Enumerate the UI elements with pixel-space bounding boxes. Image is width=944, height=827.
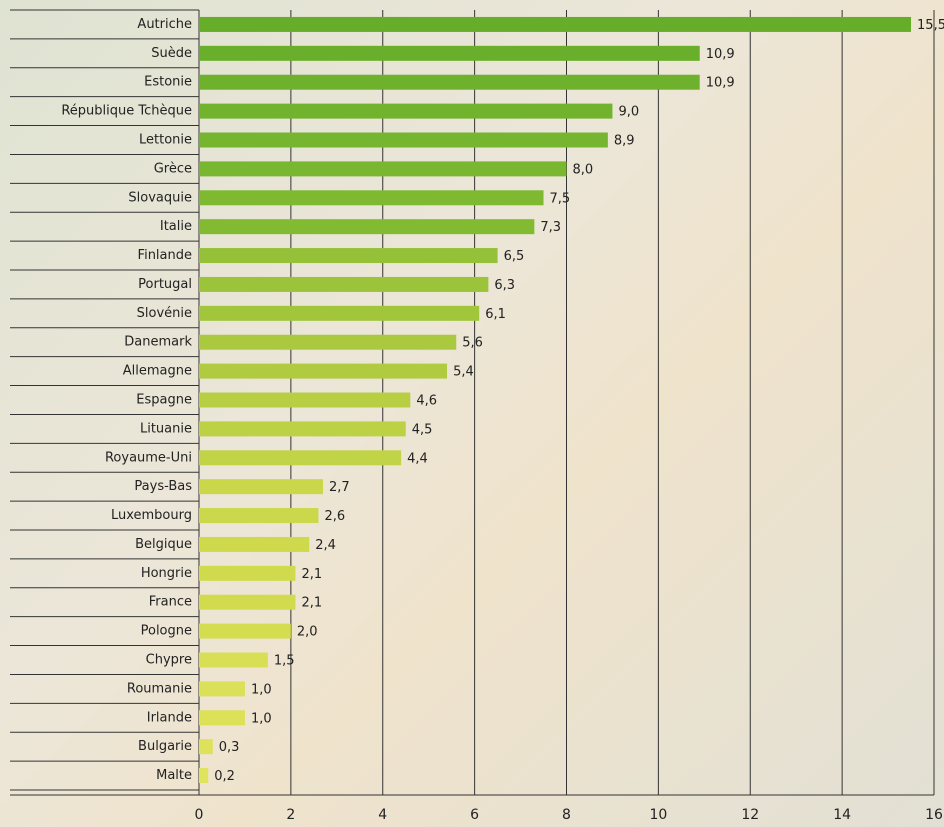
category-label: France bbox=[149, 595, 192, 610]
value-label: 1,5 bbox=[274, 654, 295, 669]
bar bbox=[199, 594, 296, 610]
value-label: 6,1 bbox=[485, 307, 506, 322]
x-tick-label: 14 bbox=[833, 807, 851, 823]
category-label: Slovénie bbox=[137, 306, 192, 321]
bar bbox=[199, 623, 291, 639]
value-label: 2,0 bbox=[297, 625, 318, 640]
category-label: Suède bbox=[151, 46, 192, 61]
category-label: Pologne bbox=[141, 624, 192, 639]
bar bbox=[199, 45, 700, 61]
bar bbox=[199, 276, 489, 292]
category-label: Danemark bbox=[124, 335, 192, 350]
value-label: 4,6 bbox=[416, 394, 437, 409]
category-label: Irlande bbox=[147, 710, 192, 725]
value-label: 6,5 bbox=[504, 249, 525, 264]
category-label: République Tchèque bbox=[61, 104, 192, 119]
category-label: Finlande bbox=[138, 248, 192, 263]
value-label: 7,3 bbox=[540, 220, 561, 235]
value-label: 2,1 bbox=[301, 567, 322, 582]
value-label: 10,9 bbox=[706, 47, 735, 62]
category-label: Malte bbox=[156, 768, 192, 783]
category-label: Bulgarie bbox=[138, 739, 192, 754]
value-label: 4,5 bbox=[412, 422, 433, 437]
bar bbox=[199, 363, 448, 379]
value-label: 5,4 bbox=[453, 365, 474, 380]
bar bbox=[199, 536, 310, 552]
x-tick-label: 0 bbox=[195, 807, 204, 823]
category-label: Royaume-Uni bbox=[105, 450, 192, 465]
category-label: Lituanie bbox=[140, 421, 192, 436]
value-label: 2,4 bbox=[315, 538, 336, 553]
x-tick-label: 6 bbox=[470, 807, 479, 823]
value-label: 9,0 bbox=[618, 105, 639, 120]
bar bbox=[199, 479, 324, 495]
category-label: Slovaquie bbox=[128, 190, 192, 205]
x-tick-label: 16 bbox=[925, 807, 943, 823]
bar bbox=[199, 739, 213, 755]
bar bbox=[199, 219, 535, 235]
category-label: Hongrie bbox=[141, 566, 192, 581]
category-label: Autriche bbox=[137, 17, 192, 32]
x-tick-label: 8 bbox=[562, 807, 571, 823]
value-label: 5,6 bbox=[462, 336, 483, 351]
bar bbox=[199, 768, 209, 784]
value-label: 15,5 bbox=[917, 18, 944, 33]
category-label: Espagne bbox=[136, 393, 192, 408]
category-label: Belgique bbox=[135, 537, 192, 552]
value-label: 1,0 bbox=[251, 711, 272, 726]
bar bbox=[199, 16, 912, 32]
value-label: 2,6 bbox=[324, 509, 345, 524]
bar bbox=[199, 392, 411, 408]
category-label: Luxembourg bbox=[111, 508, 192, 523]
value-label: 4,4 bbox=[407, 451, 428, 466]
bar bbox=[199, 132, 608, 148]
value-label: 0,2 bbox=[214, 769, 235, 784]
bar bbox=[199, 681, 245, 697]
value-label: 2,1 bbox=[301, 596, 322, 611]
category-label: Pays-Bas bbox=[134, 479, 192, 494]
x-tick-label: 2 bbox=[286, 807, 295, 823]
value-label: 7,5 bbox=[550, 191, 571, 206]
x-tick-label: 10 bbox=[649, 807, 667, 823]
bar bbox=[199, 508, 319, 524]
bar bbox=[199, 334, 457, 350]
value-label: 6,3 bbox=[494, 278, 515, 293]
x-tick-label: 4 bbox=[378, 807, 387, 823]
category-label: Grèce bbox=[154, 161, 192, 176]
value-label: 8,9 bbox=[614, 134, 635, 149]
bar bbox=[199, 565, 296, 581]
bar bbox=[199, 248, 498, 264]
category-label: Portugal bbox=[138, 277, 192, 292]
bar bbox=[199, 421, 406, 437]
bar bbox=[199, 190, 544, 206]
category-label: Lettonie bbox=[139, 133, 192, 148]
category-label: Roumanie bbox=[127, 681, 192, 696]
bar bbox=[199, 161, 567, 177]
value-label: 10,9 bbox=[706, 76, 735, 91]
bar bbox=[199, 305, 480, 321]
category-label: Italie bbox=[160, 219, 192, 234]
bar bbox=[199, 74, 700, 90]
bar bbox=[199, 103, 613, 119]
value-label: 1,0 bbox=[251, 682, 272, 697]
x-tick-label: 12 bbox=[741, 807, 759, 823]
value-label: 8,0 bbox=[573, 162, 594, 177]
category-label: Estonie bbox=[144, 75, 192, 90]
value-label: 2,7 bbox=[329, 480, 350, 495]
category-label: Allemagne bbox=[123, 364, 192, 379]
value-label: 0,3 bbox=[219, 740, 240, 755]
bar bbox=[199, 652, 268, 668]
bar bbox=[199, 450, 402, 466]
category-label: Chypre bbox=[146, 653, 192, 668]
bar bbox=[199, 710, 245, 726]
